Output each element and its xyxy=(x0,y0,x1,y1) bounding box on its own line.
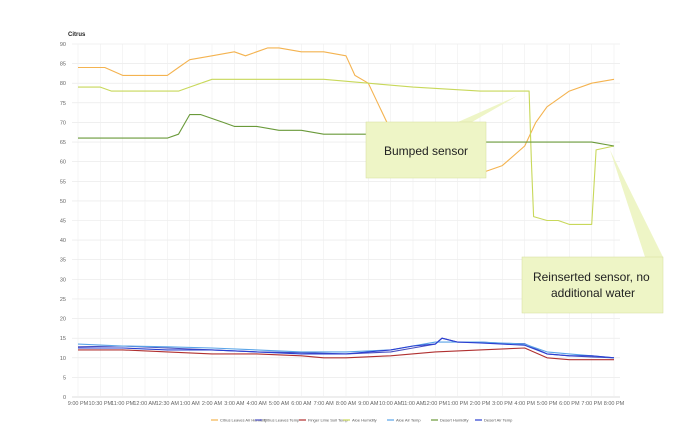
legend-label: Desert Humidity xyxy=(440,418,468,423)
callout-bumped-sensor-text: Bumped sensor xyxy=(384,144,468,158)
series-line-3 xyxy=(78,347,614,361)
x-tick-label: 2:00 PM xyxy=(470,401,491,407)
x-tick-label: 9:00 PM xyxy=(68,401,89,407)
callout-reinserted-pointer xyxy=(610,150,663,257)
y-tick-label: 35 xyxy=(60,258,66,264)
y-tick-label: 90 xyxy=(60,42,66,48)
x-tick-label: 3:00 PM xyxy=(492,401,513,407)
y-tick-label: 80 xyxy=(60,81,66,87)
y-tick-label: 70 xyxy=(60,120,66,126)
series-line-4 xyxy=(78,78,615,225)
legend-label: Citrus Leaves Air Humidity xyxy=(220,418,267,423)
x-tick-label: 12:00 PM xyxy=(424,401,448,407)
legend-label: Citrus Leaves Temp xyxy=(264,418,300,423)
legend-label: Aloe Air Temp xyxy=(396,418,421,423)
y-axis: 0 5 10 15 20 25 30 35 40 45 50 55 60 65 70 75 80 85 90 xyxy=(60,42,66,401)
callout-reinserted-text: Reinserted sensor, no additional water xyxy=(533,270,653,300)
x-tick-label: 11:00 AM xyxy=(402,401,425,407)
x-tick-label: 6:00 PM xyxy=(559,401,580,407)
callout-bumped-sensor-box xyxy=(365,121,487,179)
x-tick-label: 7:00 PM xyxy=(581,401,602,407)
y-tick-label: 10 xyxy=(60,356,66,362)
x-tick-label: 1:00 AM xyxy=(180,401,201,407)
y-tick-label: 60 xyxy=(60,160,66,166)
x-tick-label: 10:30 PM xyxy=(89,401,113,407)
annotation-bumped-sensor: Bumped sensor xyxy=(365,96,517,179)
y-tick-label: 5 xyxy=(63,375,66,381)
x-tick-label: 9:00 AM xyxy=(358,401,379,407)
y-tick-label: 25 xyxy=(60,297,66,303)
x-tick-label: 5:00 PM xyxy=(537,401,558,407)
y-tick-label: 85 xyxy=(60,62,66,68)
chart-title: Citrus xyxy=(68,32,86,38)
x-tick-label: 5:00 AM xyxy=(269,401,290,407)
x-tick-label: 3:00 AM xyxy=(224,401,245,407)
y-tick-label: 20 xyxy=(60,317,66,323)
x-tick-label: 6:00 AM xyxy=(291,401,312,407)
legend-label: Aloe Humidity xyxy=(352,418,377,423)
callout-reinserted-line-1: Reinserted sensor, no xyxy=(533,270,650,284)
x-tick-label: 4:00 AM xyxy=(247,401,268,407)
y-tick-label: 65 xyxy=(60,140,66,146)
legend-label: Desert Air Temp xyxy=(484,418,513,423)
x-tick-label: 12:00 AM xyxy=(133,401,157,407)
chart-grid xyxy=(72,43,620,398)
y-tick-label: 0 xyxy=(63,395,66,401)
y-tick-label: 40 xyxy=(60,238,66,244)
y-tick-label: 75 xyxy=(60,101,66,107)
legend-label: Finger Lime Soil Temp xyxy=(308,418,348,423)
callout-reinserted-box xyxy=(521,256,664,314)
callout-reinserted-line-2: additional water xyxy=(551,286,635,300)
x-tick-label: 4:00 PM xyxy=(514,401,535,407)
y-tick-label: 45 xyxy=(60,219,66,225)
x-tick-label: 1:00 PM xyxy=(447,401,468,407)
y-tick-label: 55 xyxy=(60,179,66,185)
x-tick-label: 10:00 AM xyxy=(379,401,403,407)
series-line-7 xyxy=(78,337,615,359)
y-tick-label: 50 xyxy=(60,199,66,205)
chart-series xyxy=(77,47,615,361)
x-tick-label: 8:00 AM xyxy=(336,401,357,407)
x-tick-label: 12:30 AM xyxy=(156,401,180,407)
annotation-reinserted-sensor: Reinserted sensor, no additional water xyxy=(521,150,664,314)
x-tick-label: 7:00 AM xyxy=(314,401,335,407)
x-tick-label: 2:00 AM xyxy=(202,401,223,407)
callout-bumped-sensor-pointer xyxy=(458,96,517,122)
x-tick-label: 8:00 PM xyxy=(604,401,625,407)
y-tick-label: 30 xyxy=(60,277,66,283)
y-tick-label: 15 xyxy=(60,336,66,342)
x-tick-label: 11:00 PM xyxy=(111,401,135,407)
